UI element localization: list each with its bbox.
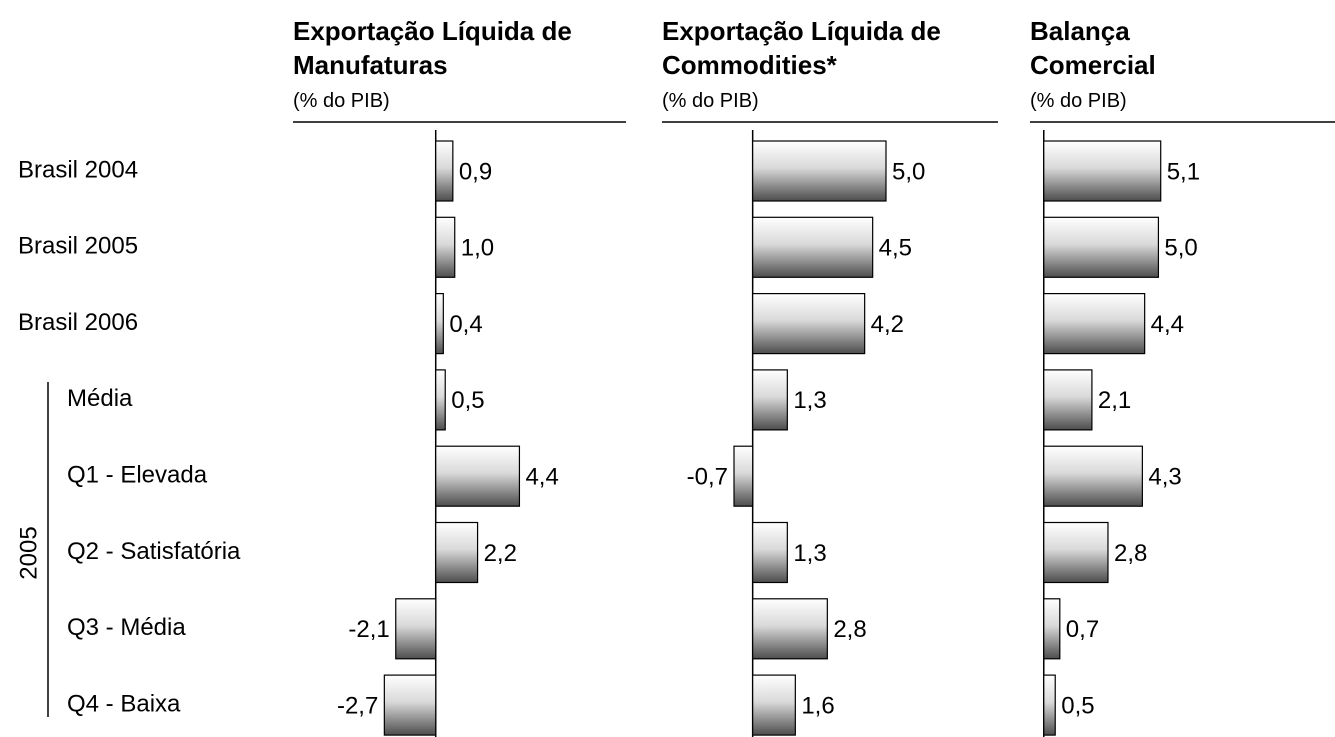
row-label: Q2 - Satisfatória — [67, 538, 241, 565]
bar — [435, 445, 521, 507]
bar — [435, 521, 479, 584]
row-label: Média — [67, 385, 133, 412]
value-label: 5,0 — [892, 158, 925, 185]
group-label: 2005 — [15, 526, 42, 579]
value-label: 0,9 — [459, 158, 492, 185]
bar — [1043, 369, 1093, 431]
value-label: 4,4 — [525, 464, 558, 491]
row-label: Brasil 2006 — [18, 309, 138, 336]
value-label: 0,5 — [1061, 692, 1094, 719]
value-label: 4,4 — [1151, 311, 1184, 338]
bar — [752, 674, 796, 736]
panel-subtitle: (% do PIB) — [662, 90, 759, 112]
value-label: 4,5 — [879, 235, 912, 262]
bar — [752, 598, 828, 660]
value-label: 0,5 — [451, 387, 484, 414]
panel-title: Exportação Líquida de Manufaturas — [293, 16, 572, 80]
bar — [395, 598, 437, 660]
bar — [752, 293, 866, 355]
panel-title: Exportação Líquida de Commodities* — [662, 16, 941, 80]
bar — [752, 521, 788, 584]
value-label: 5,1 — [1167, 158, 1200, 185]
row-label: Brasil 2004 — [18, 156, 138, 183]
bar — [1043, 674, 1056, 736]
value-label: -2,1 — [348, 616, 389, 643]
panel-subtitle: (% do PIB) — [1030, 90, 1127, 112]
panel-title: Balança Comercial — [1030, 16, 1156, 80]
bar — [1043, 293, 1146, 355]
value-label: 2,8 — [833, 616, 866, 643]
bar — [1043, 445, 1143, 507]
row-label: Q1 - Elevada — [67, 462, 208, 489]
bar — [752, 369, 788, 431]
row-label: Q3 - Média — [67, 614, 186, 641]
bar — [383, 674, 437, 736]
value-label: 1,3 — [793, 540, 826, 567]
bar — [435, 216, 456, 278]
bar — [752, 140, 887, 202]
value-label: 0,7 — [1066, 616, 1099, 643]
value-label: 1,3 — [793, 387, 826, 414]
bar — [752, 216, 874, 278]
value-label: 2,1 — [1098, 387, 1131, 414]
value-label: 1,6 — [801, 692, 834, 719]
bar — [435, 369, 446, 431]
value-label: 0,4 — [449, 311, 482, 338]
bar — [1043, 216, 1160, 278]
row-label: Brasil 2005 — [18, 233, 138, 260]
value-label: 2,8 — [1114, 540, 1147, 567]
value-label: 1,0 — [461, 235, 494, 262]
value-label: 4,2 — [871, 311, 904, 338]
value-label: 2,2 — [484, 540, 517, 567]
bar — [1043, 140, 1162, 202]
value-label: -2,7 — [337, 692, 378, 719]
bar — [435, 140, 454, 202]
value-label: 5,0 — [1164, 235, 1197, 262]
bar — [733, 445, 754, 507]
bar — [1043, 521, 1109, 584]
bar — [1043, 598, 1061, 660]
panel-subtitle: (% do PIB) — [293, 90, 390, 112]
row-label: Q4 - Baixa — [67, 690, 181, 717]
value-label: -0,7 — [687, 464, 728, 491]
bar — [435, 293, 444, 355]
value-label: 4,3 — [1148, 464, 1181, 491]
